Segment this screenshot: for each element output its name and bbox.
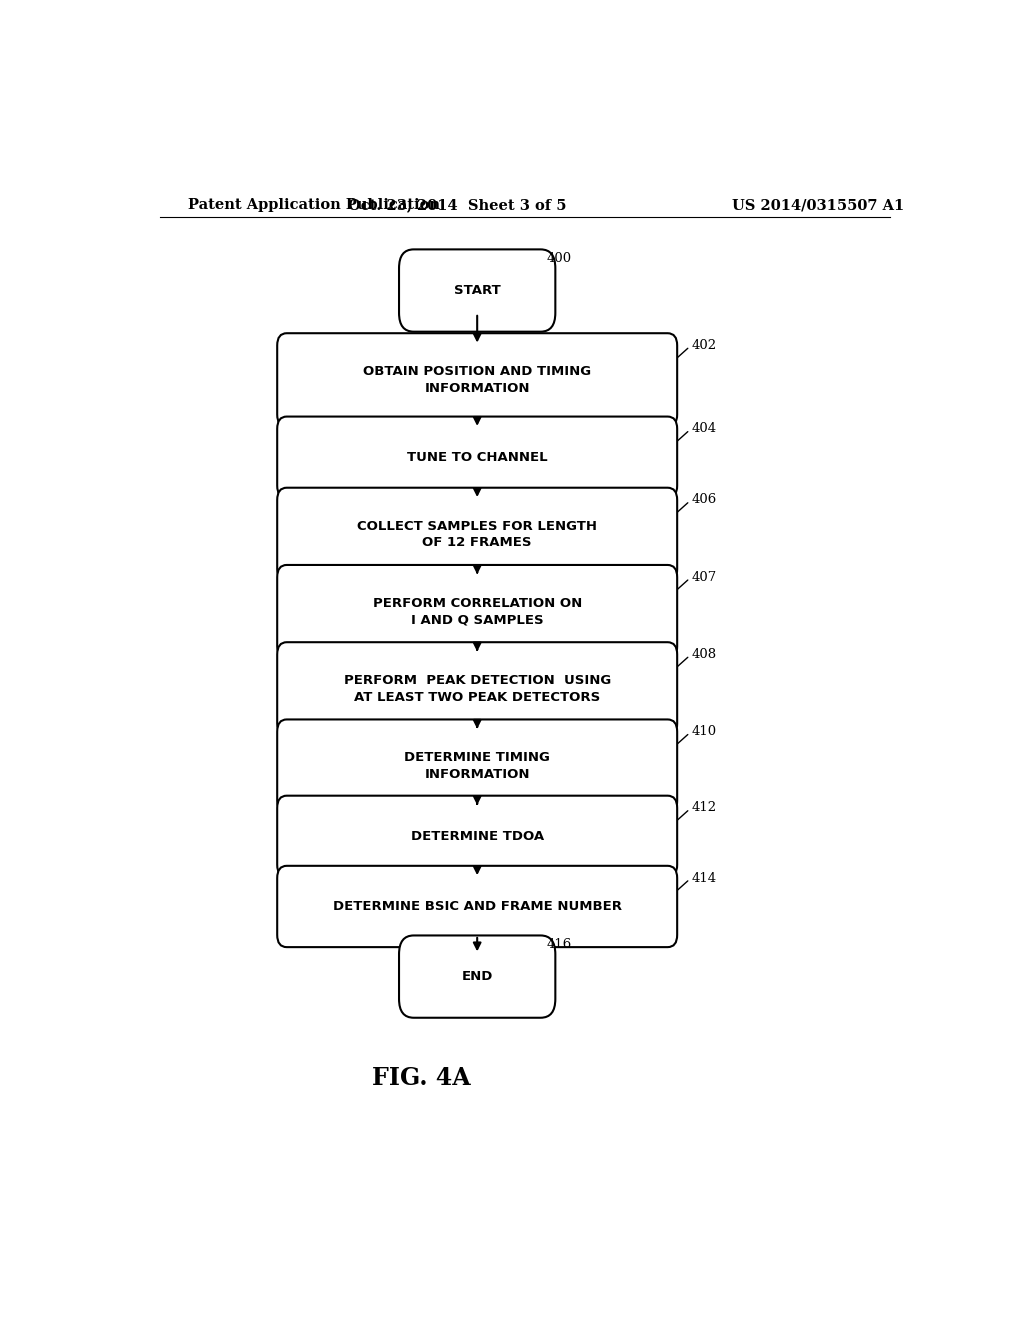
Text: FIG. 4A: FIG. 4A — [373, 1067, 471, 1090]
FancyBboxPatch shape — [278, 417, 677, 498]
Text: END: END — [462, 970, 493, 983]
Text: Oct. 23, 2014  Sheet 3 of 5: Oct. 23, 2014 Sheet 3 of 5 — [348, 198, 566, 213]
Text: 412: 412 — [691, 801, 717, 814]
Text: COLLECT SAMPLES FOR LENGTH
OF 12 FRAMES: COLLECT SAMPLES FOR LENGTH OF 12 FRAMES — [357, 520, 597, 549]
FancyBboxPatch shape — [278, 796, 677, 876]
Text: DETERMINE TDOA: DETERMINE TDOA — [411, 830, 544, 843]
Text: 404: 404 — [691, 422, 717, 436]
Text: 410: 410 — [691, 725, 717, 738]
Text: TUNE TO CHANNEL: TUNE TO CHANNEL — [407, 450, 548, 463]
Text: 400: 400 — [547, 252, 572, 265]
Text: 402: 402 — [691, 339, 717, 352]
FancyBboxPatch shape — [399, 936, 555, 1018]
FancyBboxPatch shape — [399, 249, 555, 331]
Text: Patent Application Publication: Patent Application Publication — [187, 198, 439, 213]
Text: 407: 407 — [691, 570, 717, 583]
Text: 416: 416 — [547, 939, 572, 952]
Text: 406: 406 — [691, 494, 717, 507]
Text: OBTAIN POSITION AND TIMING
INFORMATION: OBTAIN POSITION AND TIMING INFORMATION — [364, 366, 591, 395]
Text: PERFORM CORRELATION ON
I AND Q SAMPLES: PERFORM CORRELATION ON I AND Q SAMPLES — [373, 597, 582, 627]
FancyBboxPatch shape — [278, 643, 677, 735]
FancyBboxPatch shape — [278, 719, 677, 813]
Text: START: START — [454, 284, 501, 297]
Text: DETERMINE TIMING
INFORMATION: DETERMINE TIMING INFORMATION — [404, 751, 550, 781]
FancyBboxPatch shape — [278, 866, 677, 948]
Text: 414: 414 — [691, 871, 717, 884]
FancyBboxPatch shape — [278, 487, 677, 581]
FancyBboxPatch shape — [278, 565, 677, 659]
Text: 408: 408 — [691, 648, 717, 661]
Text: US 2014/0315507 A1: US 2014/0315507 A1 — [732, 198, 904, 213]
Text: DETERMINE BSIC AND FRAME NUMBER: DETERMINE BSIC AND FRAME NUMBER — [333, 900, 622, 913]
FancyBboxPatch shape — [278, 333, 677, 426]
Text: PERFORM  PEAK DETECTION  USING
AT LEAST TWO PEAK DETECTORS: PERFORM PEAK DETECTION USING AT LEAST TW… — [344, 675, 610, 704]
